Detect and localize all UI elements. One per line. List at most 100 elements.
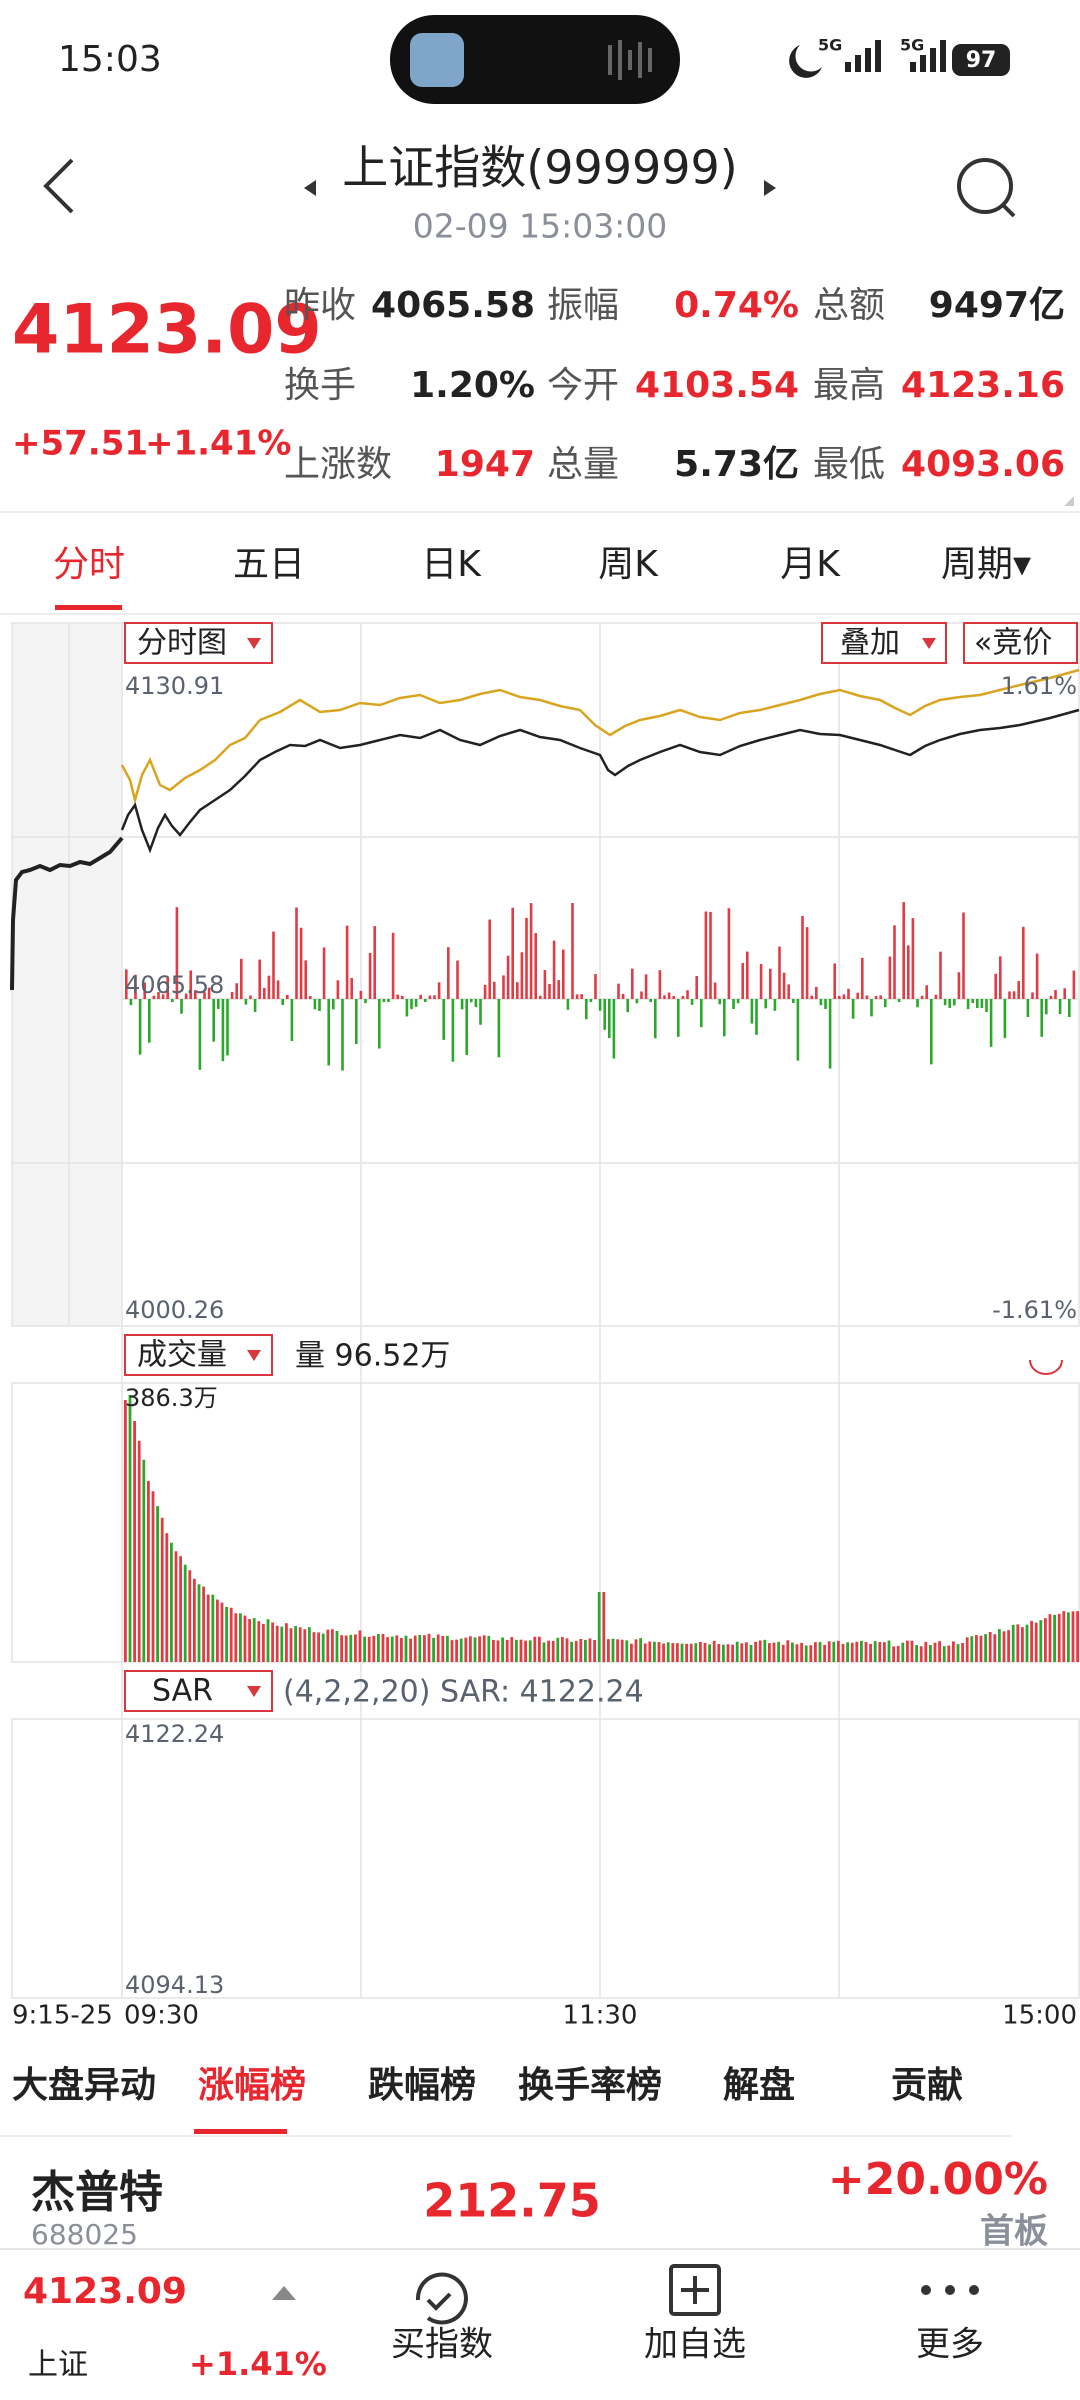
stat-value: 4065.58 — [371, 285, 535, 326]
up-tick — [879, 995, 882, 999]
volume-bar — [1016, 1624, 1020, 1662]
volume-bar — [257, 1621, 261, 1662]
volume-bar — [473, 1637, 477, 1662]
volume-bar — [354, 1634, 357, 1662]
volume-bar — [574, 1641, 578, 1662]
stock-row[interactable]: 杰普特 688025 212.75 +20.00% 首板 — [31, 2154, 1048, 2252]
volume-bar — [873, 1641, 877, 1662]
up-tick — [506, 955, 510, 999]
down-tick — [253, 999, 257, 1012]
add-watchlist-button[interactable]: 加自选 — [644, 2264, 746, 2365]
next-arrow[interactable] — [764, 180, 776, 196]
up-tick — [842, 994, 846, 999]
down-tick — [566, 999, 570, 1010]
up-tick — [1035, 953, 1039, 999]
up-tick — [511, 907, 514, 999]
down-tick — [690, 999, 694, 1005]
volume-bar — [188, 1570, 192, 1662]
up-tick — [529, 903, 533, 999]
up-tick — [920, 995, 924, 999]
period-tab[interactable]: 日K — [421, 544, 482, 585]
ranking-tab[interactable]: 大盘异动 — [12, 2064, 156, 2106]
down-tick — [465, 999, 468, 1055]
up-tick — [203, 992, 206, 999]
up-tick — [557, 980, 560, 999]
volume-indicator-button[interactable] — [124, 1334, 273, 1376]
index-summary[interactable]: 4123.09 上证 +1.41% — [23, 2271, 327, 2383]
down-tick — [608, 999, 611, 1039]
volume-bar — [1011, 1624, 1015, 1662]
volume-bar — [326, 1629, 330, 1662]
ranking-tab[interactable]: 解盘 — [723, 2064, 795, 2106]
period-tab[interactable]: 月K — [780, 544, 841, 585]
more-button[interactable]: 更多 — [916, 2285, 984, 2365]
volume-bar — [285, 1623, 288, 1662]
time-label: 09:30 — [124, 2001, 199, 2031]
auction-button[interactable] — [963, 622, 1078, 664]
chart-mode-button[interactable] — [124, 622, 273, 664]
stat-label: 最低 — [813, 444, 885, 485]
volume-bar — [786, 1640, 790, 1662]
up-tick — [276, 980, 280, 999]
volume-bar — [722, 1644, 725, 1662]
sar-indicator-button[interactable] — [124, 1670, 273, 1712]
stat-label: 总量 — [547, 444, 619, 485]
up-tick — [493, 981, 496, 999]
volume-bar — [850, 1642, 854, 1662]
volume-bar — [998, 1629, 1001, 1662]
volume-bar — [321, 1633, 325, 1662]
volume-bar — [611, 1638, 615, 1662]
volume-bar — [666, 1642, 670, 1662]
ranking-tab[interactable]: 涨幅榜 — [198, 2065, 306, 2106]
volume-bar — [777, 1641, 780, 1662]
down-tick — [405, 999, 409, 1017]
ranking-tab[interactable]: 贡献 — [891, 2065, 963, 2106]
period-tab[interactable]: 周K — [598, 544, 659, 585]
up-tick — [336, 980, 340, 999]
buy-index-button[interactable]: 买指数 — [391, 2272, 493, 2365]
up-tick — [663, 995, 666, 999]
volume-bar — [496, 1640, 500, 1662]
down-tick — [332, 999, 335, 1010]
back-button[interactable] — [43, 158, 74, 214]
up-tick — [939, 951, 942, 999]
dynamic-island — [390, 15, 680, 104]
volume-bar — [133, 1421, 136, 1662]
volume-bar — [607, 1639, 610, 1662]
up-tick — [686, 990, 689, 999]
volume-bar — [1067, 1612, 1070, 1662]
volume-bar — [625, 1640, 629, 1662]
volume-bar — [703, 1642, 707, 1662]
volume-bar — [772, 1642, 776, 1662]
volume-bar — [933, 1642, 937, 1662]
down-tick — [244, 999, 248, 1005]
period-tab[interactable]: 分时 — [53, 544, 125, 585]
volume-bar — [864, 1641, 868, 1662]
up-tick — [502, 975, 505, 999]
period-tab[interactable]: 五日 — [233, 544, 305, 585]
down-tick — [819, 999, 823, 1006]
collapse-icon[interactable] — [1029, 1359, 1063, 1375]
volume-bar — [372, 1635, 376, 1662]
volume-bar — [993, 1634, 997, 1662]
down-tick — [378, 999, 381, 1049]
up-tick — [1031, 992, 1034, 999]
search-button[interactable] — [957, 158, 1016, 218]
ranking-tab[interactable]: 换手率榜 — [518, 2065, 662, 2106]
volume-frame — [11, 1382, 1080, 1663]
ranking-tab[interactable]: 跌幅榜 — [368, 2065, 476, 2106]
period-tab[interactable]: 周期▾ — [941, 544, 1031, 585]
volume-bar — [823, 1644, 826, 1662]
volume-bar — [243, 1615, 247, 1662]
prev-arrow[interactable] — [304, 180, 316, 196]
volume-indicator-label: 成交量 — [137, 1338, 227, 1373]
volume-bar — [165, 1533, 169, 1662]
index-change: +57.51 — [12, 424, 148, 464]
time-label: 9:15-25 — [12, 2001, 113, 2031]
volume-bar — [386, 1637, 389, 1662]
up-tick — [433, 995, 436, 999]
up-tick — [787, 984, 790, 999]
down-tick — [1058, 999, 1062, 1015]
signal-1 — [845, 40, 881, 72]
volume-bar — [984, 1634, 987, 1662]
